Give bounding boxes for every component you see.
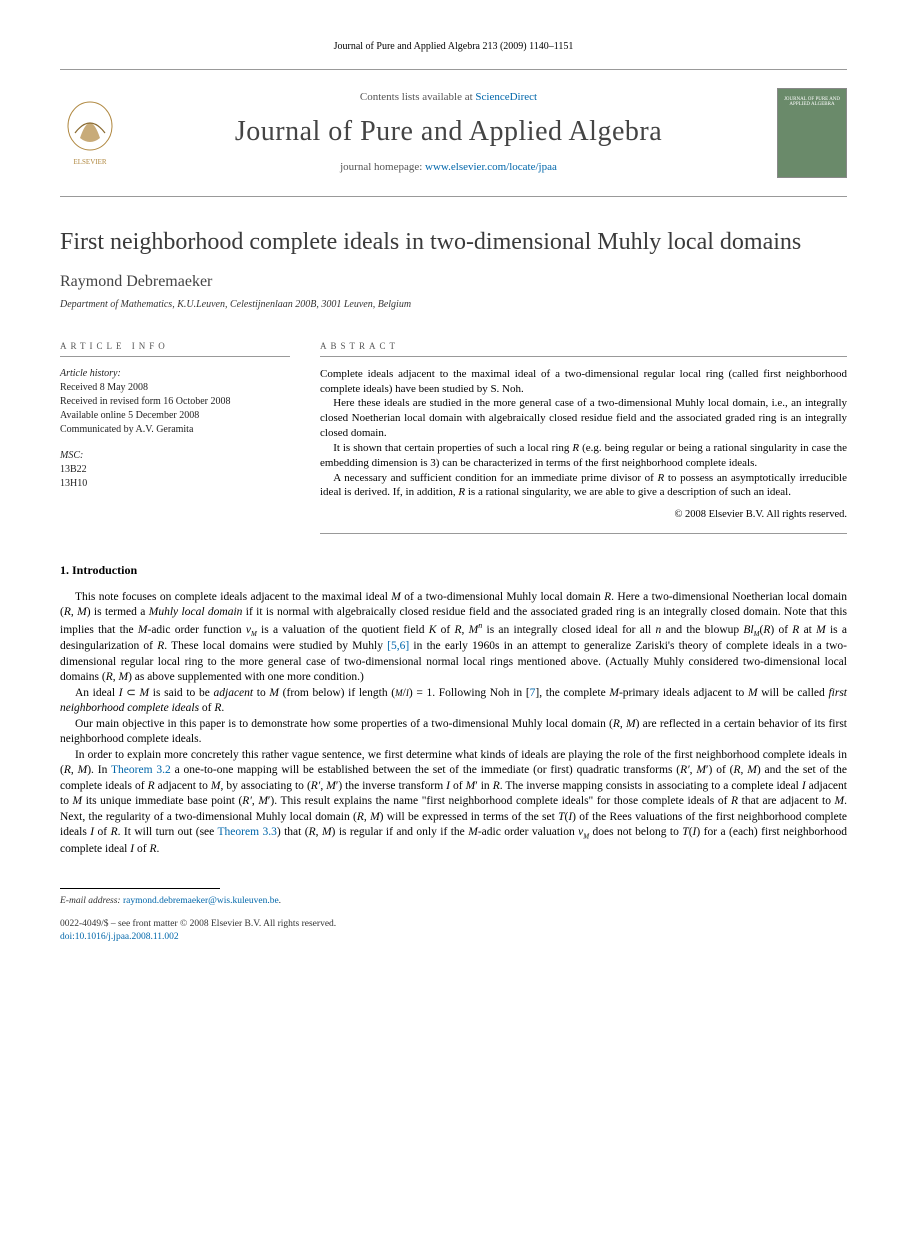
abstract-p1: Complete ideals adjacent to the maximal … [320,367,847,397]
article-history: Article history: Received 8 May 2008 Rec… [60,367,290,437]
journal-homepage-line: journal homepage: www.elsevier.com/locat… [140,160,757,175]
corresponding-email: E-mail address: raymond.debremaeker@wis.… [60,895,847,908]
abstract-p4: A necessary and sufficient condition for… [320,471,847,501]
intro-p3: Our main objective in this paper is to d… [60,717,847,748]
msc-code-1: 13B22 [60,463,290,477]
page-footer: E-mail address: raymond.debremaeker@wis.… [60,895,847,945]
ref-5-6-link[interactable]: [5,6] [387,640,409,652]
contents-available-line: Contents lists available at ScienceDirec… [140,90,757,105]
journal-cover-thumbnail: JOURNAL OF PURE AND APPLIED ALGEBRA [777,88,847,178]
article-title: First neighborhood complete ideals in tw… [60,227,847,257]
author-affiliation: Department of Mathematics, K.U.Leuven, C… [60,298,847,312]
journal-banner: ELSEVIER Contents lists available at Sci… [60,69,847,197]
doi-line: doi:10.1016/j.jpaa.2008.11.002 [60,931,847,944]
history-label: Article history: [60,367,290,381]
homepage-prefix: journal homepage: [340,161,425,173]
doi-link[interactable]: doi:10.1016/j.jpaa.2008.11.002 [60,932,179,942]
intro-p2: An ideal I ⊂ M is said to be adjacent to… [60,686,847,717]
abstract-p2: Here these ideals are studied in the mor… [320,396,847,441]
running-header: Journal of Pure and Applied Algebra 213 … [60,40,847,54]
section-1-heading: 1. Introduction [60,562,847,578]
received-date: Received 8 May 2008 [60,381,290,395]
author-name: Raymond Debremaeker [60,271,847,293]
abstract-heading: ABSTRACT [320,340,847,357]
banner-center: Contents lists available at ScienceDirec… [140,90,757,175]
abstract-rule [320,533,847,534]
introduction-body: This note focuses on complete ideals adj… [60,590,847,858]
svg-text:ELSEVIER: ELSEVIER [73,158,106,166]
footer-rule [60,888,220,889]
communicated-by: Communicated by A.V. Geramita [60,423,290,437]
revised-date: Received in revised form 16 October 2008 [60,395,290,409]
online-date: Available online 5 December 2008 [60,409,290,423]
abstract-p3: It is shown that certain properties of s… [320,441,847,471]
theorem-3-2-link[interactable]: Theorem 3.2 [111,764,171,776]
abstract-copyright: © 2008 Elsevier B.V. All rights reserved… [320,508,847,522]
intro-p4: In order to explain more concretely this… [60,748,847,858]
journal-homepage-link[interactable]: www.elsevier.com/locate/jpaa [425,161,557,173]
elsevier-logo: ELSEVIER [60,98,120,168]
intro-p1: This note focuses on complete ideals adj… [60,590,847,686]
abstract-column: ABSTRACT Complete ideals adjacent to the… [320,340,847,534]
abstract-text: Complete ideals adjacent to the maximal … [320,367,847,501]
msc-label: MSC: [60,449,290,463]
cover-text: JOURNAL OF PURE AND APPLIED ALGEBRA [783,97,841,108]
journal-title: Journal of Pure and Applied Algebra [140,113,757,151]
contents-prefix: Contents lists available at [360,91,475,103]
author-email-link[interactable]: raymond.debremaeker@wis.kuleuven.be [123,896,279,906]
footer-copyright: 0022-4049/$ – see front matter © 2008 El… [60,918,847,931]
msc-code-2: 13H10 [60,477,290,491]
theorem-3-3-link[interactable]: Theorem 3.3 [218,826,277,838]
sciencedirect-link[interactable]: ScienceDirect [475,91,537,103]
email-label: E-mail address: [60,896,121,906]
article-info-column: ARTICLE INFO Article history: Received 8… [60,340,290,534]
article-info-heading: ARTICLE INFO [60,340,290,357]
msc-block: MSC: 13B22 13H10 [60,449,290,491]
